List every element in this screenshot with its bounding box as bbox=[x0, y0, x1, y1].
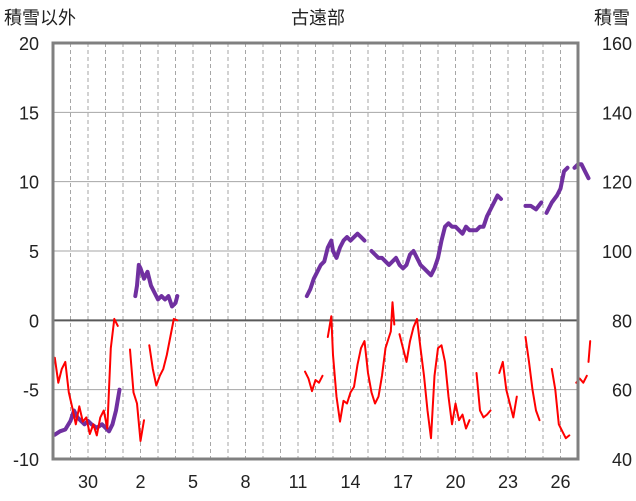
snow-depth-line bbox=[304, 231, 367, 299]
y-left-tick-label: 5 bbox=[29, 242, 39, 262]
other-series-line bbox=[148, 317, 179, 387]
x-tick-label: 26 bbox=[550, 472, 570, 492]
y-right-tick-label: 100 bbox=[602, 242, 632, 262]
other-series-line bbox=[129, 348, 145, 442]
y-left-tick-label: -10 bbox=[13, 450, 39, 470]
y-axis-right-ticks: 40 60 80 100 120 140 160 bbox=[602, 34, 632, 470]
y-left-tick-label: -5 bbox=[23, 381, 39, 401]
other-series-line bbox=[550, 367, 571, 440]
y-left-tick-label: 0 bbox=[29, 311, 39, 331]
y-right-tick-label: 120 bbox=[602, 173, 632, 193]
other-series-line bbox=[53, 317, 119, 437]
y-right-tick-label: 60 bbox=[612, 381, 632, 401]
plot-series bbox=[52, 162, 592, 442]
plot-frame bbox=[51, 41, 580, 461]
snow-depth-line bbox=[52, 387, 122, 437]
x-tick-label: 30 bbox=[78, 472, 98, 492]
gridlines bbox=[53, 43, 578, 459]
other-series-line bbox=[498, 360, 518, 419]
y-axis-left-ticks: -10 -5 0 5 10 15 20 bbox=[13, 34, 39, 470]
other-series-line bbox=[326, 301, 396, 423]
snow-depth-line bbox=[369, 193, 503, 278]
y-right-tick-label: 140 bbox=[602, 103, 632, 123]
other-series-line bbox=[304, 370, 324, 393]
y-right-tick-label: 40 bbox=[612, 450, 632, 470]
y-right-tick-label: 160 bbox=[602, 34, 632, 54]
x-tick-label: 2 bbox=[135, 472, 145, 492]
x-tick-label: 14 bbox=[340, 472, 360, 492]
y-left-tick-label: 10 bbox=[19, 173, 39, 193]
y-right-tick-label: 80 bbox=[612, 311, 632, 331]
other-series-line bbox=[398, 317, 471, 440]
other-series-line bbox=[475, 372, 492, 419]
x-tick-label: 17 bbox=[393, 472, 413, 492]
x-tick-label: 5 bbox=[188, 472, 198, 492]
chart-title: 古遠部 bbox=[291, 8, 345, 29]
snow-depth-line bbox=[544, 165, 570, 215]
y-axis-left-label: 積雪以外 bbox=[4, 8, 76, 29]
x-tick-label: 11 bbox=[289, 472, 308, 492]
snow-depth-line bbox=[133, 262, 180, 309]
y-axis-right-label: 積雪 bbox=[594, 8, 630, 29]
other-series-line bbox=[587, 340, 592, 363]
x-tick-label: 20 bbox=[445, 472, 465, 492]
x-tick-label: 23 bbox=[498, 472, 518, 492]
y-left-tick-label: 20 bbox=[19, 34, 39, 54]
y-left-tick-label: 15 bbox=[19, 103, 39, 123]
other-series-line bbox=[524, 336, 541, 422]
x-axis-ticks: 30 2 5 8 11 14 17 20 23 26 bbox=[78, 472, 571, 492]
x-tick-label: 8 bbox=[240, 472, 250, 492]
snow-depth-line bbox=[523, 200, 544, 212]
